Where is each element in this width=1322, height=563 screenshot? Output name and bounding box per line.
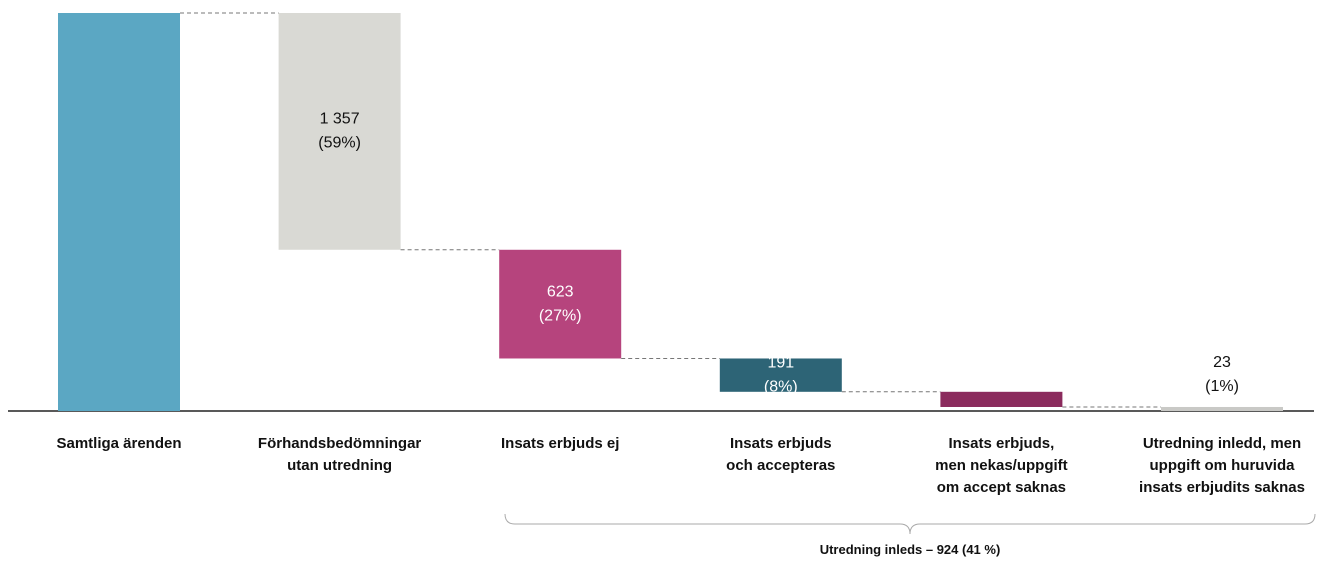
x-tick-label: Förhandsbedömningar utan utredning	[257, 435, 422, 474]
x-tick-label: Insats erbjuds och accepteras	[726, 435, 836, 474]
x-tick-label: Samtliga ärenden	[56, 435, 182, 452]
bar	[1161, 406, 1283, 411]
value-label: 1 357	[320, 111, 360, 128]
bar	[719, 358, 842, 392]
annotation: Utredning inleds – 924 (41 %)	[819, 542, 1001, 557]
percent-label: (27%)	[539, 307, 582, 324]
bar	[278, 13, 401, 250]
x-tick-label: Utredning inledd, men uppgift om huruvid…	[1139, 435, 1305, 496]
x-tick-label: Insats erbjuds ej	[501, 435, 620, 452]
percent-label: (59%)	[318, 135, 361, 152]
value-label: 623	[547, 283, 574, 300]
percent-label: (1%)	[1205, 378, 1239, 395]
value-label: 23	[1213, 354, 1231, 371]
bar	[499, 249, 622, 359]
bar	[940, 391, 1063, 407]
value-label: 87	[993, 339, 1011, 356]
x-tick-label: Insats erbjuds, men nekas/uppgift om acc…	[935, 435, 1068, 496]
percent-label: (4%)	[985, 363, 1019, 380]
value-label: 191	[767, 354, 794, 371]
percent-label: (8%)	[764, 378, 798, 395]
brace	[504, 513, 1316, 535]
bar	[58, 13, 180, 411]
